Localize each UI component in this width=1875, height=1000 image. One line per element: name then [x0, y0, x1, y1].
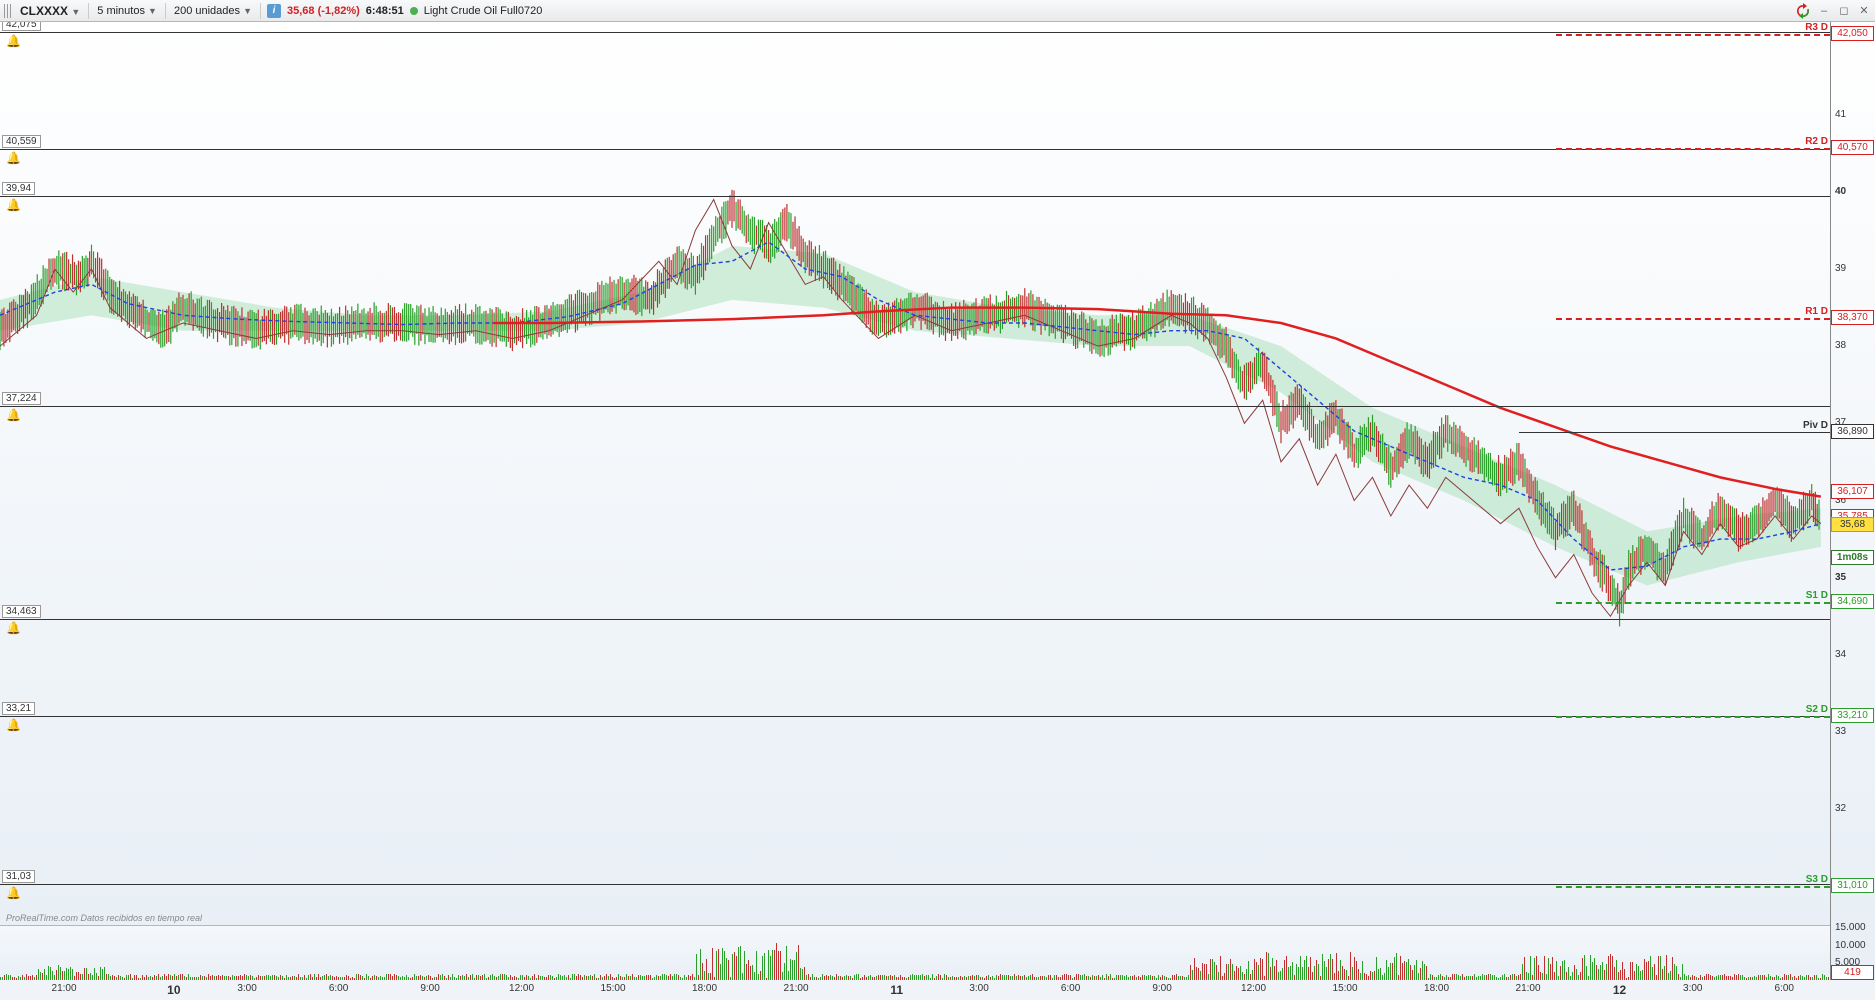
- bell-icon[interactable]: 🔔: [6, 886, 20, 900]
- toolbar: CLXXXX ▼ 5 minutos ▼ 200 unidades ▼ i 35…: [0, 0, 1875, 22]
- timeframe-dropdown[interactable]: 5 minutos ▼: [95, 5, 159, 17]
- refresh-icon[interactable]: [1795, 3, 1811, 19]
- symbol-dropdown[interactable]: CLXXXX ▼: [18, 4, 82, 18]
- volume-y-axis[interactable]: 5.00010.00015.000419: [1830, 925, 1875, 980]
- x-axis[interactable]: 21:00103:006:009:0012:0015:0018:0021:001…: [0, 980, 1830, 1000]
- bell-icon[interactable]: 🔔: [6, 621, 20, 635]
- chart-area: ProRealTime.com Datos recibidos en tiemp…: [0, 22, 1875, 1000]
- bell-icon[interactable]: 🔔: [6, 718, 20, 732]
- bell-icon[interactable]: 🔔: [6, 198, 20, 212]
- price-plot: [0, 22, 1830, 925]
- units-label: 200 unidades: [174, 5, 240, 17]
- maximize-icon[interactable]: ◻: [1837, 4, 1851, 18]
- minimize-icon[interactable]: –: [1817, 4, 1831, 18]
- grip-icon[interactable]: [4, 4, 12, 18]
- price-chart[interactable]: ProRealTime.com Datos recibidos en tiemp…: [0, 22, 1830, 925]
- bell-icon[interactable]: 🔔: [6, 34, 20, 48]
- clock: 6:48:51: [366, 5, 404, 17]
- bell-icon[interactable]: 🔔: [6, 151, 20, 165]
- attribution: ProRealTime.com Datos recibidos en tiemp…: [6, 913, 202, 923]
- timeframe-label: 5 minutos: [97, 5, 145, 17]
- close-icon[interactable]: ✕: [1857, 4, 1871, 18]
- instrument-name: Light Crude Oil Full0720: [424, 5, 543, 17]
- price-y-axis[interactable]: 313233343536373839404142,05040,57038,370…: [1830, 22, 1875, 925]
- last-price: 35,68 (-1,82%): [287, 5, 360, 17]
- units-dropdown[interactable]: 200 unidades ▼: [172, 5, 254, 17]
- volume-chart[interactable]: [0, 925, 1830, 980]
- status-dot-icon: [410, 7, 418, 15]
- info-icon[interactable]: i: [267, 4, 281, 18]
- bell-icon[interactable]: 🔔: [6, 408, 20, 422]
- symbol-label: CLXXXX: [20, 4, 68, 18]
